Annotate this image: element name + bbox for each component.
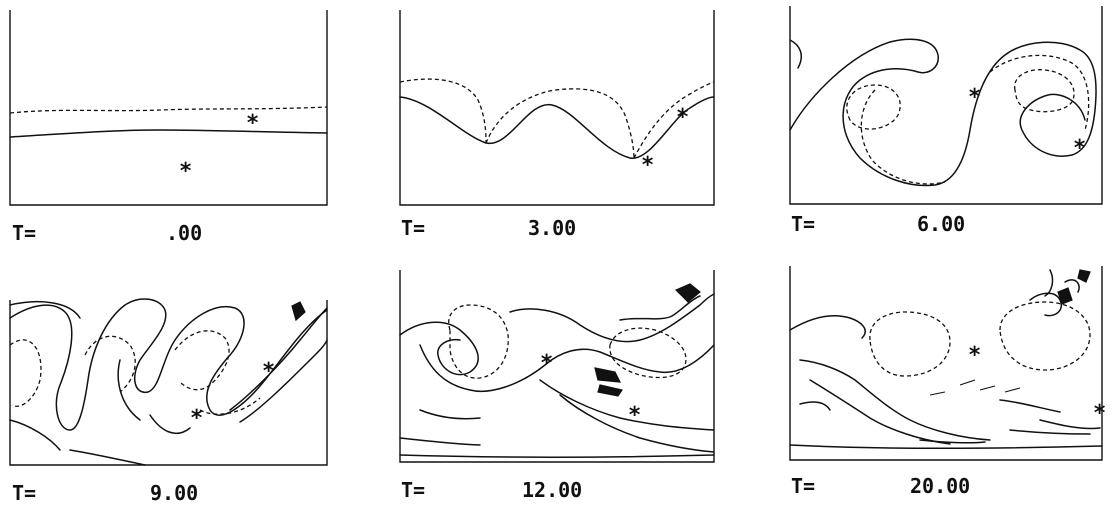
tracer-marker: * [676,105,689,130]
panel-t3: * * T= 3.00 [399,10,715,240]
filament [929,379,1021,396]
dashed-vortex-core [1014,69,1075,113]
tracer-marker: * [1093,401,1106,426]
tracer-marker: * [1073,136,1086,161]
panel-frame [789,6,1103,205]
time-value: 9.00 [150,481,198,505]
solid-interface [399,96,715,159]
panel-t6: * * T= 6.00 [789,6,1103,236]
panel-t12: * * T= 12.00 [399,270,715,502]
panel-frame [789,266,1103,461]
tracer-marker: * [190,406,203,431]
time-value: 3.00 [528,216,576,240]
solid-interface [399,321,715,392]
solid-interface [9,300,328,466]
dashed-vortex-core [869,311,951,377]
filament [1057,269,1091,305]
dashed-interface [399,78,715,159]
panel-t20: * * T= 20.00 [789,266,1106,498]
solid-interface [789,269,1103,449]
tracer-marker: * [179,159,192,184]
time-prefix: T= [401,216,425,240]
tracer-marker: * [262,359,275,384]
tracer-marker: * [641,153,654,178]
dashed-interface [860,54,1090,185]
solid-interface [9,129,328,138]
tracer-marker: * [628,403,641,428]
time-prefix: T= [12,481,36,505]
panel-frame [399,10,715,206]
panel-frame [9,10,328,206]
tracer-marker: * [968,343,981,368]
solid-interface [789,38,1097,187]
time-value: 12.00 [522,478,582,502]
time-prefix: T= [401,478,425,502]
panel-frame [9,300,328,466]
solid-interface [789,39,802,69]
filament [291,301,306,322]
solid-interface [9,298,328,431]
dashed-interface [9,106,328,114]
tracer-marker: * [246,111,259,136]
time-prefix: T= [791,212,815,236]
solid-interface [799,399,1091,444]
dashed-vortex-core [846,84,901,130]
panel-t9: * * T= 9.00 [9,298,328,505]
panel-t0: * * T= .00 [9,10,328,245]
dashed-vortex-core [999,301,1091,371]
time-value: 20.00 [910,474,970,498]
time-prefix: T= [12,221,36,245]
tracer-marker: * [540,351,553,376]
time-value: 6.00 [917,212,965,236]
dashed-vortex-core [448,304,509,379]
time-prefix: T= [791,474,815,498]
tracer-marker: * [968,85,981,110]
time-value: .00 [166,221,202,245]
panel-frame [399,270,715,463]
filament [674,283,701,303]
dashed-vortex-core [609,327,687,379]
filament [594,367,623,397]
solid-interface [399,293,715,458]
